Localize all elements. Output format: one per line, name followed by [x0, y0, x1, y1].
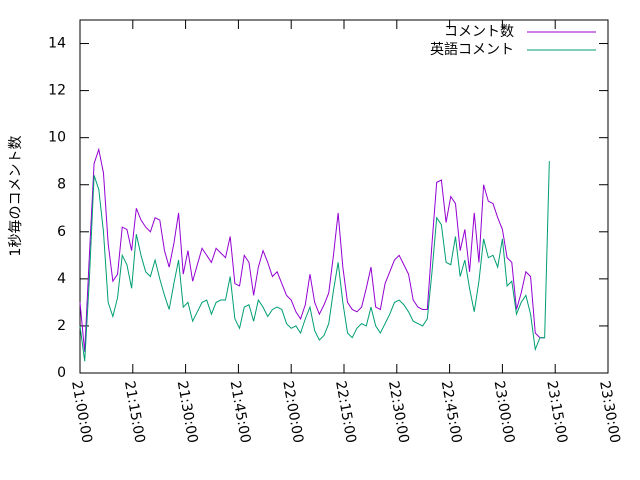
x-tick-label: 22:30:00 [385, 380, 412, 445]
legend-label: 英語コメント [430, 41, 514, 58]
x-tick-label: 23:30:00 [596, 380, 623, 445]
x-tick-label: 22:15:00 [332, 380, 359, 445]
y-tick-label: 2 [57, 318, 66, 334]
x-tick-label: 21:00:00 [68, 380, 95, 445]
y-tick-label: 4 [57, 271, 66, 287]
x-tick-label: 22:45:00 [438, 380, 465, 445]
y-tick-label: 12 [48, 83, 66, 99]
plot-frame [79, 19, 609, 374]
x-tick-label: 21:45:00 [227, 380, 254, 445]
x-tick-label: 21:15:00 [121, 380, 148, 445]
data-line [79, 147, 545, 352]
data-line [79, 161, 550, 362]
x-tick-label: 23:15:00 [543, 380, 570, 445]
y-tick-label: 6 [57, 224, 66, 240]
y-tick-label: 8 [57, 177, 66, 193]
x-tick-label: 23:00:00 [491, 380, 518, 445]
legend-label: コメント数 [444, 24, 514, 40]
x-tick-label: 21:30:00 [174, 380, 201, 445]
x-tick-label: 22:00:00 [279, 380, 306, 445]
y-tick-label: 14 [48, 36, 66, 52]
y-tick-label: 10 [48, 130, 66, 146]
y-axis-label: 1秒毎のコメント数 [8, 136, 24, 257]
y-tick-label: 0 [57, 365, 66, 381]
